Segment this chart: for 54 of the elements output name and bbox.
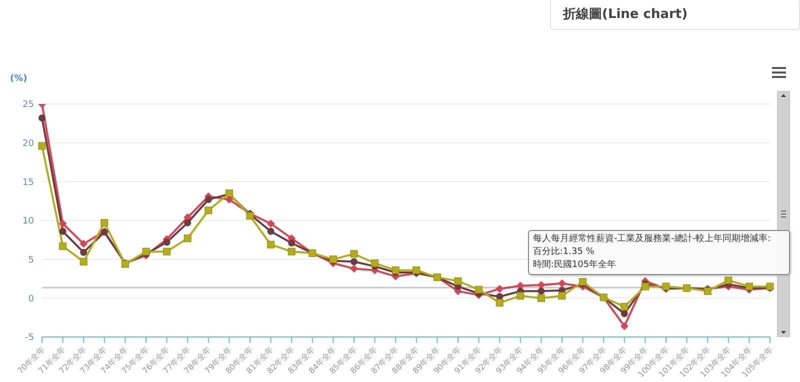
point	[184, 234, 192, 242]
point	[454, 277, 462, 285]
point	[496, 284, 504, 293]
chart-title: 折線圖(Line chart)	[550, 0, 800, 30]
y-tick-label: 10	[22, 216, 34, 227]
point	[392, 266, 400, 274]
point	[350, 264, 358, 273]
point	[620, 322, 628, 330]
point	[558, 292, 566, 300]
point	[496, 299, 504, 307]
point	[288, 248, 296, 256]
point	[80, 240, 88, 248]
y-tick-label: -5	[25, 333, 34, 344]
point	[620, 302, 628, 310]
point	[38, 142, 46, 150]
y-tick-label: 5	[28, 256, 34, 266]
point	[80, 258, 88, 266]
point	[288, 240, 296, 247]
point	[579, 278, 587, 286]
point	[537, 280, 546, 289]
point	[204, 206, 212, 214]
point	[204, 196, 212, 204]
point	[350, 250, 358, 258]
point	[184, 219, 192, 226]
y-tick-label: 20	[22, 139, 34, 150]
y-axis-title: (%)	[10, 74, 28, 84]
point	[538, 288, 545, 295]
point	[371, 259, 379, 267]
point	[475, 286, 483, 294]
point	[516, 292, 524, 300]
point	[412, 266, 420, 274]
point	[163, 248, 171, 256]
point	[266, 220, 275, 228]
y-tick-label: 25	[22, 100, 34, 110]
point	[80, 248, 88, 256]
point	[163, 238, 170, 246]
point	[537, 294, 545, 302]
point	[641, 282, 649, 290]
point	[142, 248, 150, 256]
point	[58, 220, 67, 228]
point	[59, 228, 66, 235]
point	[496, 293, 504, 300]
annotation: 每人每月經常性薪資-工業及服務業-總計-較上年同期增減率: 百分比:1.35 % 時間:民國105年全年	[528, 230, 790, 275]
point	[59, 242, 67, 250]
point	[620, 310, 628, 318]
point	[100, 219, 108, 227]
point	[558, 279, 566, 288]
point	[38, 114, 46, 122]
point	[724, 276, 732, 284]
y-tick-label: 0	[28, 294, 34, 304]
y-tick-label: 15	[22, 178, 34, 188]
point	[267, 228, 274, 235]
point	[267, 240, 275, 248]
point	[350, 258, 358, 266]
